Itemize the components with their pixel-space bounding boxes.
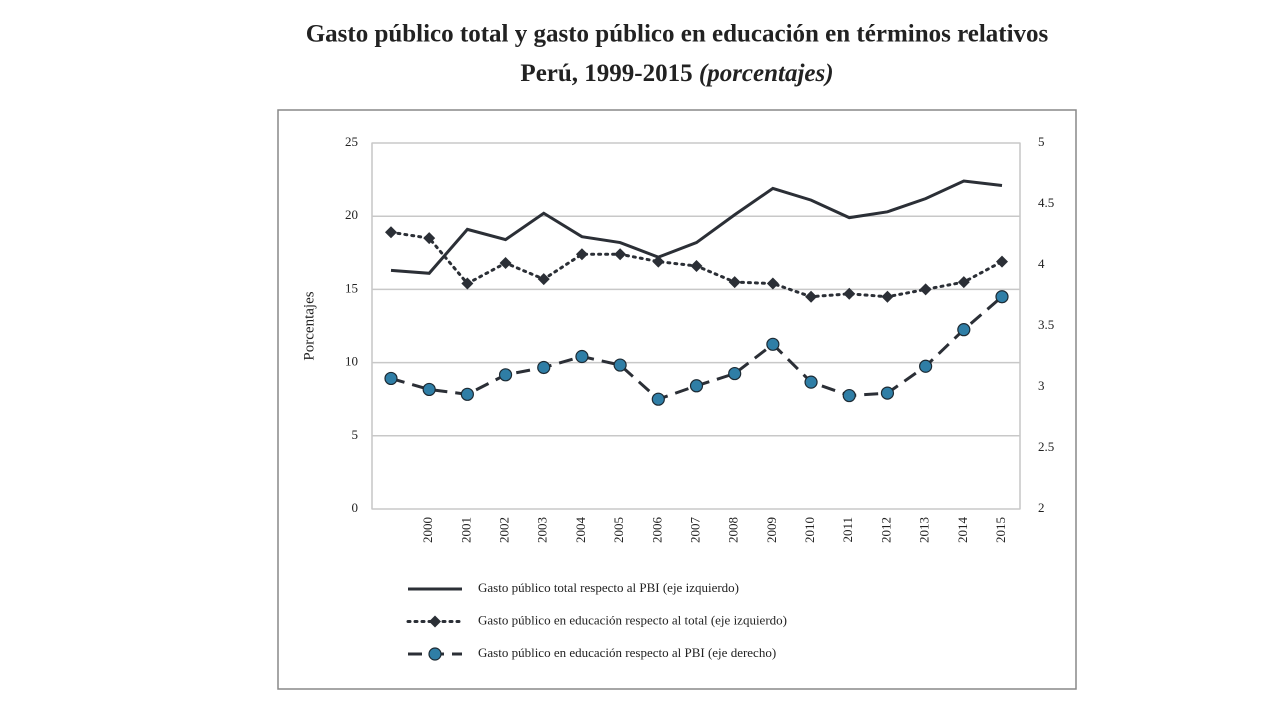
y2-tick-label: 4 (1038, 256, 1045, 271)
diamond-marker (728, 276, 741, 289)
diamond-marker (996, 255, 1008, 268)
circle-marker (537, 360, 551, 375)
legend-label: Gasto público en educación respecto al P… (478, 645, 776, 660)
x-tick-label: 2011 (840, 517, 855, 543)
circle-marker (804, 375, 818, 389)
y2-tick-label: 4.5 (1038, 195, 1054, 210)
y2-tick-label: 2.5 (1038, 439, 1054, 454)
frame (277, 109, 1077, 690)
y2-tick-label: 3 (1038, 378, 1045, 393)
circle-marker (575, 349, 589, 364)
legend-label: Gasto público en educación respecto al t… (478, 612, 787, 627)
y2-tick-label: 2 (1038, 500, 1045, 515)
circle-marker (880, 386, 895, 400)
circle-marker (919, 359, 933, 373)
y2-tick-label: 3.5 (1038, 317, 1054, 332)
x-tick-label: 2002 (497, 517, 512, 543)
y2-tick-label: 5 (1038, 134, 1045, 149)
x-tick-label: 2015 (993, 517, 1008, 543)
diamond-marker (690, 259, 703, 272)
chart-subtitle: Perú, 1999-2015 (porcentajes) (520, 60, 833, 87)
subtitle-note: (porcentajes) (699, 60, 834, 87)
diamond-marker (429, 615, 441, 628)
diamond-marker (805, 290, 818, 303)
chart-title: Gasto público total y gasto público en e… (306, 21, 1049, 48)
diamond-marker (919, 283, 932, 296)
subtitle: Perú, 1999-2015 (520, 60, 692, 87)
x-tick-label: 2012 (878, 517, 893, 543)
diamond-marker (575, 248, 588, 261)
x-tick-label: 2004 (573, 517, 588, 544)
diamond-marker (766, 277, 779, 290)
x-tick-label: 2008 (726, 517, 741, 543)
circle-marker (498, 368, 513, 382)
x-tick-label: 2013 (917, 517, 932, 543)
x-tick-label: 2010 (802, 517, 817, 543)
diamond-marker (537, 273, 550, 286)
circle-marker (766, 337, 780, 351)
x-tick-label: 2000 (420, 517, 435, 543)
circle-marker (428, 647, 442, 661)
y-tick-label: 5 (352, 427, 359, 442)
y-tick-label: 25 (345, 134, 358, 149)
diamond-marker (385, 226, 397, 239)
legend-label: Gasto público total respecto al PBI (eje… (478, 580, 739, 595)
x-tick-label: 2005 (611, 517, 626, 543)
x-tick-label: 2001 (458, 517, 473, 543)
y-tick-label: 10 (345, 354, 358, 369)
circle-marker (651, 392, 665, 406)
diamond-marker (614, 248, 627, 261)
y-axis-label: Porcentajes (301, 291, 317, 360)
circle-marker (613, 358, 627, 372)
circle-marker (957, 323, 971, 337)
circle-marker (995, 290, 1009, 304)
diamond-marker (843, 287, 856, 300)
diamond-marker (499, 257, 512, 270)
series-line (390, 179, 1003, 275)
circle-marker (842, 388, 856, 403)
circle-marker (460, 387, 474, 401)
y-tick-label: 15 (345, 280, 358, 295)
circle-marker (689, 379, 704, 393)
plot-area (371, 142, 1021, 510)
x-tick-label: 2014 (955, 517, 970, 544)
y-tick-label: 20 (345, 207, 358, 222)
x-tick-label: 2007 (687, 517, 702, 544)
circle-marker (422, 382, 436, 397)
x-tick-label: 2006 (649, 517, 664, 544)
diamond-marker (652, 255, 665, 268)
circle-marker (384, 371, 398, 386)
diamond-marker (957, 276, 970, 289)
circle-marker (728, 366, 742, 381)
diamond-marker (423, 232, 436, 245)
y-tick-label: 0 (352, 500, 359, 515)
diamond-marker (881, 290, 894, 303)
x-tick-label: 2003 (535, 517, 550, 543)
diamond-marker (461, 277, 474, 290)
x-tick-label: 2009 (764, 517, 779, 543)
